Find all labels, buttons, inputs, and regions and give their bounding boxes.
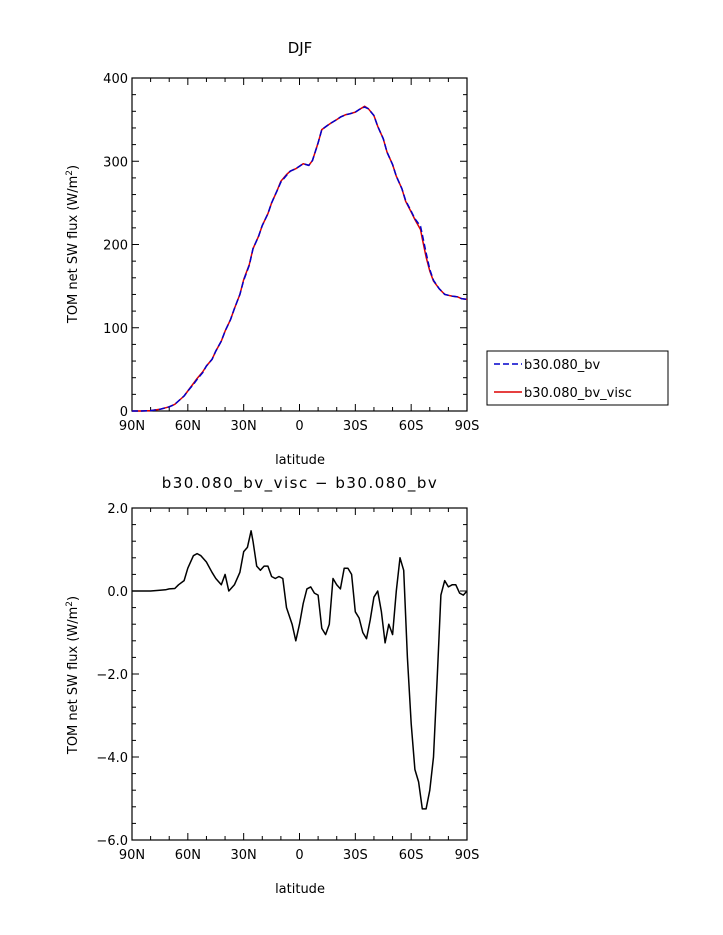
series-line-0-1 [132, 105, 468, 412]
x-tick-label-1-4: 30S [343, 848, 368, 863]
chart-bottom-ylabel-main: TOM net SW flux (W/m [66, 607, 81, 755]
x-tick-label-0-2: 30N [231, 419, 257, 434]
x-tick-label-1-2: 30N [231, 848, 257, 863]
x-tick-label-0-0: 90N [119, 419, 145, 434]
x-tick-label-0-5: 60S [399, 419, 424, 434]
x-tick-label-0-4: 30S [343, 419, 368, 434]
y-tick-label-0-1: 100 [103, 322, 128, 337]
chart-bottom-ylabel: TOM net SW flux (W/m2) [65, 596, 81, 755]
x-tick-label-0-1: 60N [175, 419, 201, 434]
chart-top-legend: b30.080_bv b30.080_bv_visc [486, 350, 669, 406]
x-tick-label-1-3: 0 [295, 848, 303, 863]
y-tick-label-1-1: 0.0 [107, 585, 128, 600]
chart-top-plot: 90N 60N 30N 0 30S 60S 90S 0 100 200 300 400 [103, 72, 479, 434]
chart-top-xlabel: latitude [275, 453, 325, 468]
x-tick-label-1-6: 90S [455, 848, 480, 863]
y-tick-label-1-0: 2.0 [107, 502, 128, 517]
chart-top-ylabel-end: ) [66, 165, 81, 170]
chart-bottom-plot: 90N 60N 30N 0 30S 60S 90S 2.0 0.0 −2.0 −4.0 −6.0 [96, 502, 479, 863]
x-tick-label-0-6: 90S [455, 419, 480, 434]
x-tick-label-0-3: 0 [295, 419, 303, 434]
y-tick-label-1-2: −2.0 [96, 668, 128, 683]
chart-top-ylabel-main: TOM net SW flux (W/m [66, 176, 81, 324]
x-tick-label-1-5: 60S [399, 848, 424, 863]
series-line-1-0 [132, 530, 468, 810]
y-tick-label-0-3: 300 [103, 155, 128, 170]
y-tick-label-1-3: −4.0 [96, 751, 128, 766]
chart-top: DJF 90N 60N 30N 0 30S 60S 90S 0 100 200 300 400 lat… [65, 39, 669, 468]
chart-bottom-title: b30.080_bv_visc − b30.080_bv [162, 474, 439, 493]
y-tick-label-0-4: 400 [103, 72, 128, 87]
y-tick-label-1-4: −6.0 [96, 834, 128, 849]
legend-label-bv-visc: b30.080_bv_visc [524, 386, 632, 401]
legend-label-bv: b30.080_bv [524, 358, 600, 373]
chart-top-ylabel: TOM net SW flux (W/m2) [65, 165, 81, 324]
chart-top-title: DJF [288, 39, 313, 57]
chart-bottom: b30.080_bv_visc − b30.080_bv 90N 60N 30N 0 3… [65, 474, 479, 897]
y-tick-label-0-2: 200 [103, 239, 128, 254]
x-tick-label-1-0: 90N [119, 848, 145, 863]
plot-frame-0 [131, 77, 468, 412]
x-tick-label-1-1: 60N [175, 848, 201, 863]
chart-bottom-xlabel: latitude [275, 882, 325, 897]
chart-bottom-ylabel-sup: 2 [65, 601, 75, 607]
chart-top-ylabel-sup: 2 [65, 170, 75, 176]
series-line-0-0 [132, 106, 468, 412]
chart-bottom-ylabel-end: ) [66, 596, 81, 601]
y-tick-label-0-0: 0 [120, 405, 128, 420]
plot-frame-1 [131, 507, 468, 841]
legend-box [486, 350, 669, 406]
